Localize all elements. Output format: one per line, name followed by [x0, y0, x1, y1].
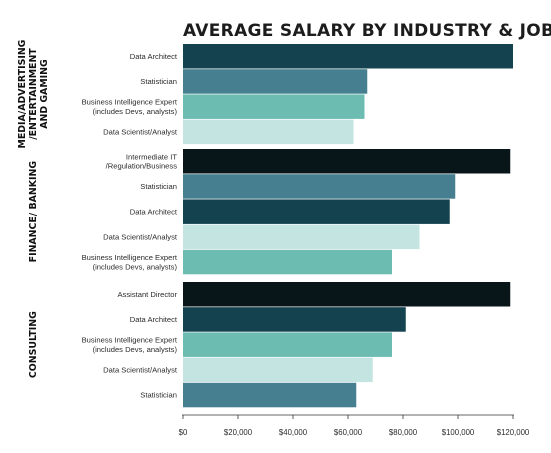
x-tick-label: $0	[179, 428, 188, 437]
category-label: Data Architect	[130, 52, 178, 61]
category-label: Statistician	[140, 77, 177, 86]
bar	[183, 44, 513, 69]
group-label: /ENTERTAINMENT	[28, 48, 39, 140]
bar	[183, 149, 511, 174]
bar	[183, 119, 354, 145]
category-label: (includes Devs, analysts)	[93, 262, 178, 271]
category-label: Data Scientist/Analyst	[103, 232, 178, 241]
bar	[183, 174, 456, 199]
category-label: Assistant Director	[117, 290, 177, 299]
x-tick-label: $80,000	[389, 428, 418, 437]
category-label: Data Scientist/Analyst	[103, 365, 178, 374]
category-label: Data Architect	[130, 207, 178, 216]
group-label: FINANCE/ BANKING	[28, 161, 39, 262]
bar	[183, 357, 373, 383]
bars-layer	[183, 44, 513, 408]
group-label: CONSULTING	[28, 311, 39, 378]
category-label: (includes Devs, analysts)	[93, 345, 178, 354]
bar	[183, 382, 357, 408]
bar	[183, 249, 392, 275]
bar	[183, 307, 406, 332]
chart-title: AVERAGE SALARY BY INDUSTRY & JOB TYPE	[183, 21, 551, 41]
bar	[183, 69, 368, 94]
category-label: Statistician	[140, 182, 177, 191]
category-label: Data Scientist/Analyst	[103, 127, 178, 136]
category-label: /Regulation/Business	[106, 161, 178, 170]
category-label: Intermediate IT	[126, 152, 177, 161]
bar	[183, 332, 392, 357]
x-tick-label: $100,000	[442, 428, 475, 437]
category-label: Business Intelligence Expert	[82, 253, 178, 262]
x-tick-label: $40,000	[279, 428, 308, 437]
bar	[183, 199, 450, 224]
category-label: Data Architect	[130, 315, 178, 324]
category-label: Business Intelligence Expert	[82, 98, 178, 107]
x-tick-label: $20,000	[224, 428, 253, 437]
category-label: Statistician	[140, 391, 177, 400]
x-axis: $0 $20,000 $40,000 $60,000 $80,000 $100,000 $1…	[179, 414, 530, 437]
category-label: (includes Devs, analysts)	[93, 107, 178, 116]
group-label: MEDIA/ADVERTISING	[17, 40, 28, 149]
group-label: AND GAMING	[39, 59, 50, 128]
category-labels: Data Architect Statistician Business Intel…	[82, 52, 178, 400]
x-tick-label: $120,000	[497, 428, 530, 437]
bar	[183, 224, 420, 250]
bar	[183, 282, 511, 307]
category-label: Business Intelligence Expert	[82, 336, 178, 345]
bar	[183, 94, 365, 119]
x-tick-label: $60,000	[334, 428, 363, 437]
group-labels: MEDIA/ADVERTISING/ENTERTAINMENT AND GAMIN…	[17, 40, 50, 378]
